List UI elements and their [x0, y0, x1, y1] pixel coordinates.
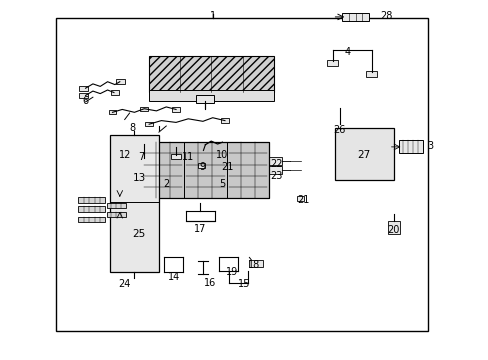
- Bar: [78, 206, 105, 211]
- Text: 12: 12: [118, 150, 131, 160]
- Bar: [149, 90, 273, 101]
- Bar: [56, 18, 427, 331]
- Bar: [110, 90, 119, 95]
- Text: 7: 7: [139, 152, 144, 162]
- Text: 2: 2: [163, 179, 169, 189]
- Bar: [366, 71, 376, 77]
- Bar: [264, 166, 281, 174]
- Bar: [139, 156, 149, 162]
- Bar: [110, 135, 159, 272]
- Bar: [195, 95, 214, 103]
- Bar: [149, 56, 273, 92]
- Bar: [172, 107, 180, 112]
- Text: 23: 23: [269, 171, 282, 181]
- Bar: [222, 164, 229, 169]
- Text: 4: 4: [344, 47, 349, 57]
- Text: 14: 14: [167, 272, 180, 282]
- Bar: [78, 197, 105, 202]
- Text: 25: 25: [132, 229, 146, 239]
- Text: 15: 15: [238, 279, 250, 289]
- Text: 19: 19: [225, 267, 238, 277]
- Bar: [197, 163, 205, 168]
- Bar: [142, 142, 184, 198]
- Text: 24: 24: [118, 279, 131, 289]
- Text: 9: 9: [200, 162, 205, 172]
- Text: 21: 21: [221, 162, 233, 172]
- Bar: [398, 140, 422, 153]
- Text: 8: 8: [129, 123, 135, 133]
- Text: 27: 27: [357, 150, 370, 160]
- Text: 21: 21: [296, 195, 309, 205]
- Text: 5: 5: [219, 179, 225, 189]
- Bar: [387, 221, 399, 234]
- Text: 22: 22: [269, 159, 282, 169]
- Text: 18: 18: [247, 260, 260, 270]
- Text: 11: 11: [182, 152, 194, 162]
- Bar: [106, 212, 126, 216]
- Bar: [249, 260, 263, 267]
- Text: 16: 16: [203, 278, 216, 288]
- Bar: [106, 203, 126, 207]
- Text: 20: 20: [386, 225, 399, 235]
- Text: 10: 10: [216, 150, 228, 160]
- Bar: [116, 79, 125, 84]
- Bar: [171, 154, 181, 159]
- Text: 17: 17: [194, 224, 206, 234]
- Bar: [264, 157, 281, 165]
- Bar: [108, 110, 116, 114]
- Bar: [334, 128, 393, 180]
- Bar: [145, 122, 153, 126]
- Bar: [221, 118, 228, 123]
- Polygon shape: [342, 13, 368, 21]
- Bar: [79, 93, 87, 98]
- Text: 3: 3: [427, 141, 432, 151]
- Text: 13: 13: [132, 173, 146, 183]
- Bar: [142, 142, 268, 198]
- Text: 26: 26: [333, 125, 346, 135]
- Bar: [184, 142, 226, 198]
- Bar: [78, 217, 105, 222]
- Text: 1: 1: [209, 11, 215, 21]
- Bar: [140, 107, 148, 111]
- Bar: [226, 142, 268, 198]
- Bar: [297, 196, 304, 201]
- Bar: [79, 86, 87, 91]
- Text: 6: 6: [82, 96, 88, 106]
- Text: 28: 28: [379, 11, 392, 21]
- Bar: [326, 60, 337, 66]
